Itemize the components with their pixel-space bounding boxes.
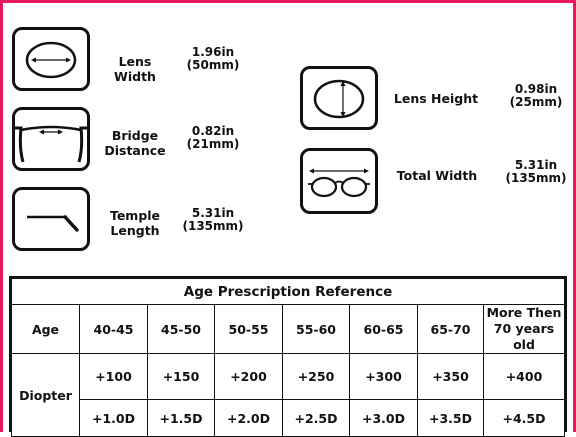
- age-last-line1: More Then: [486, 305, 562, 320]
- temple-length-value: 5.31in (135mm): [182, 207, 244, 233]
- total-width-value: 5.31in (135mm): [503, 159, 569, 185]
- temple-length-mm: (135mm): [182, 219, 244, 233]
- temple-length-label: Temple Length: [100, 208, 170, 238]
- diopter-cell: +1.0D: [79, 399, 148, 437]
- total-width-label: Total Width: [396, 168, 478, 183]
- diopter-header-cell: Diopter: [11, 353, 80, 437]
- lens-width-mm: (50mm): [186, 58, 240, 72]
- bridge-distance-mm: (21mm): [186, 137, 240, 151]
- bridge-distance-label-line2: Distance: [104, 143, 166, 158]
- lens-width-inches: 1.96in: [191, 45, 235, 59]
- temple-length-inches: 5.31in: [191, 206, 235, 220]
- bridge-distance-icon: [12, 107, 90, 171]
- diopter-row: Diopter +100 +150 +200 +250 +300 +350 +4…: [11, 353, 565, 437]
- lens-width-label: Lens Width: [114, 54, 156, 84]
- total-width-icon: [300, 148, 378, 214]
- total-width-mm: (135mm): [505, 171, 567, 185]
- bridge-distance-label-line1: Bridge: [111, 128, 159, 143]
- diopter-cell: +350: [417, 353, 484, 400]
- diopter-cell: +200: [214, 353, 283, 400]
- age-cell: 50-55: [214, 304, 283, 354]
- temple-length-icon: [12, 187, 90, 251]
- lens-height-value: 0.98in (25mm): [505, 83, 567, 109]
- diopter-cell: +1.5D: [147, 399, 215, 437]
- lens-height-inches: 0.98in: [514, 82, 558, 96]
- diopter-cell: +3.0D: [349, 399, 418, 437]
- diopter-cell: +150: [147, 353, 215, 400]
- age-cell: 60-65: [349, 304, 418, 354]
- age-header-cell: Age: [11, 304, 80, 354]
- total-width-inches: 5.31in: [514, 158, 558, 172]
- diopter-cell: +250: [282, 353, 350, 400]
- bridge-distance-value: 0.82in (21mm): [182, 125, 244, 151]
- table-title: Age Prescription Reference: [11, 278, 565, 305]
- diopter-cell: +3.5D: [417, 399, 484, 437]
- diopter-cell: +300: [349, 353, 418, 400]
- lens-height-mm: (25mm): [509, 95, 563, 109]
- age-cell: 40-45: [79, 304, 148, 354]
- age-last-line2: 70 years old: [493, 321, 555, 352]
- diopter-cell: +400: [483, 353, 565, 400]
- age-cell: 55-60: [282, 304, 350, 354]
- bridge-distance-inches: 0.82in: [191, 124, 235, 138]
- diopter-cell: +2.0D: [214, 399, 283, 437]
- bridge-distance-label: Bridge Distance: [100, 128, 170, 158]
- lens-height-icon: [300, 66, 378, 130]
- lens-width-icon: [12, 27, 90, 91]
- age-cell: 45-50: [147, 304, 215, 354]
- diopter-row: +1.0D +1.5D +2.0D +2.5D +3.0D +3.5D +4.5…: [12, 399, 565, 437]
- lens-height-label: Lens Height: [393, 91, 479, 106]
- age-prescription-table: Age Prescription Reference Age 40-45 45-…: [9, 276, 567, 437]
- diopter-cell: +4.5D: [483, 399, 565, 437]
- age-cell-last: More Then 70 years old: [483, 304, 565, 354]
- temple-length-label-line2: Length: [110, 223, 160, 238]
- lens-width-value: 1.96in (50mm): [182, 46, 244, 72]
- diopter-cell: +100: [79, 353, 148, 400]
- diopter-cell: +2.5D: [282, 399, 350, 437]
- age-row: Age 40-45 45-50 50-55 55-60 60-65 65-70 …: [11, 304, 565, 354]
- age-cell: 65-70: [417, 304, 484, 354]
- temple-length-label-line1: Temple: [109, 208, 161, 223]
